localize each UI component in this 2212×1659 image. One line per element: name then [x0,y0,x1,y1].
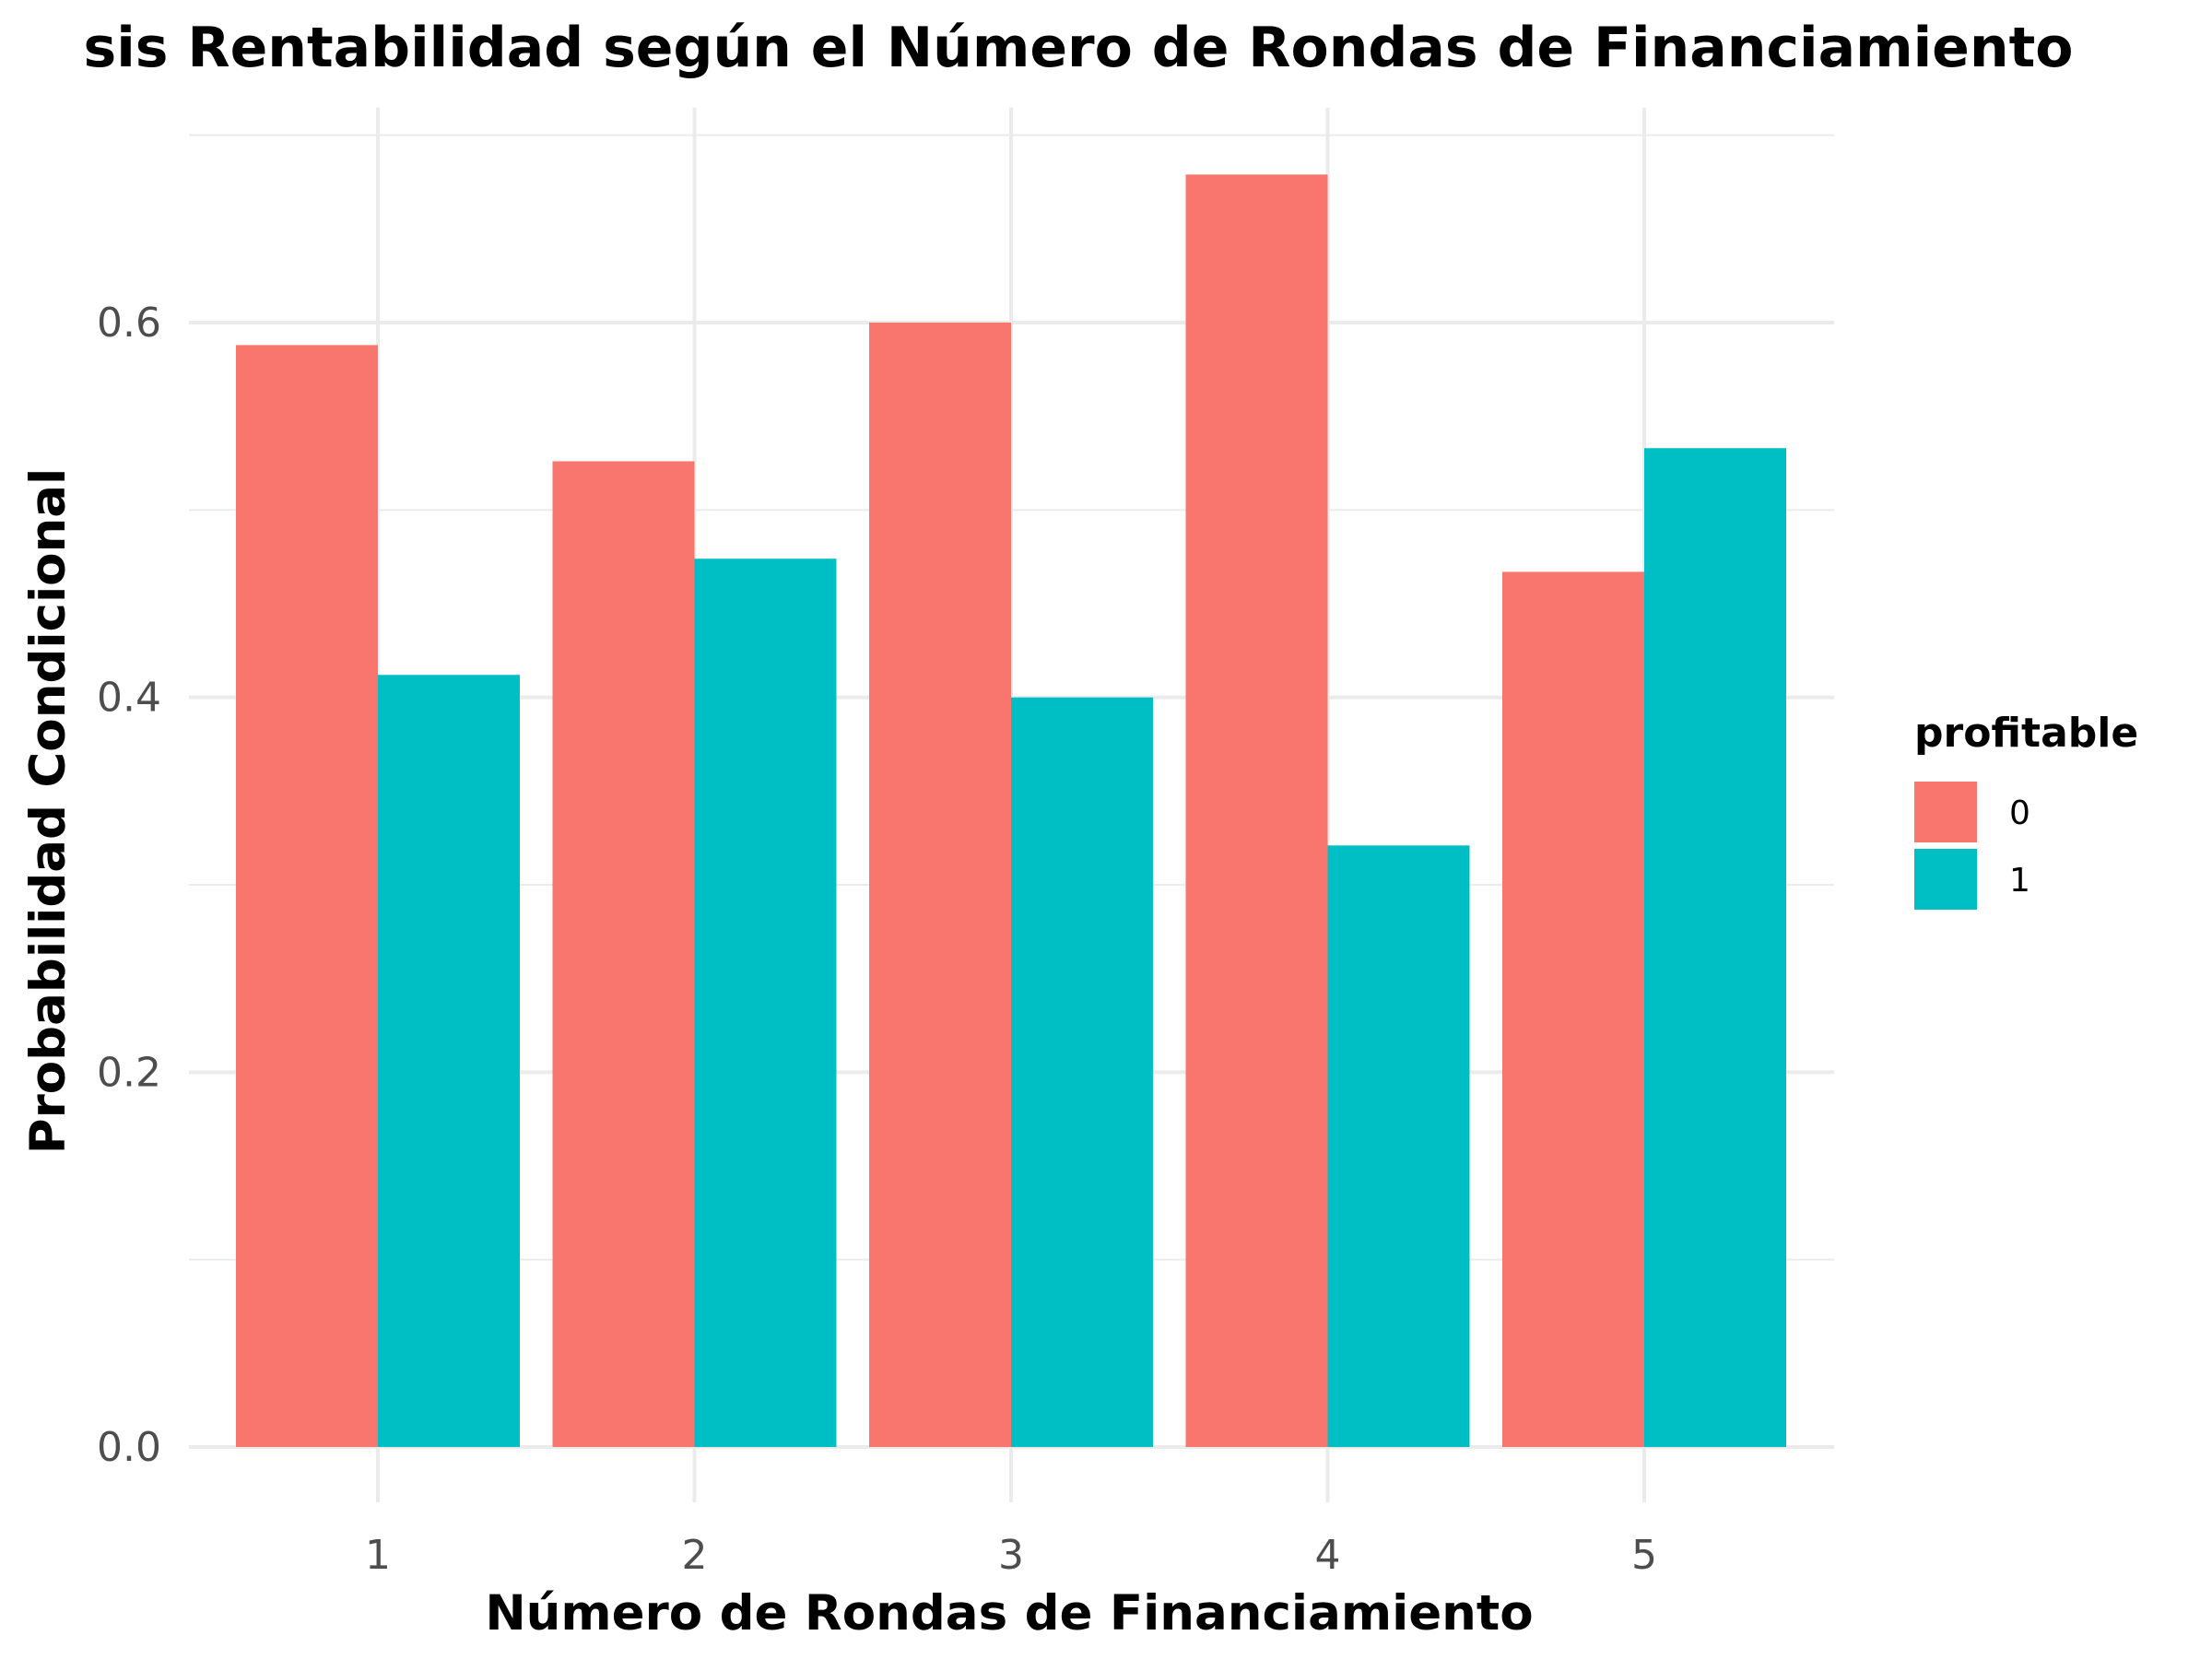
y-tick-label: 0.6 [97,300,161,347]
x-axis-title: Número de Rondas de Financiamiento [485,1585,1533,1641]
x-tick-label: 1 [365,1532,391,1579]
bar-series-1-cat-4 [1327,845,1470,1447]
x-tick-labels: 1 2 3 4 5 [365,1532,1657,1579]
bar-series-0-cat-1 [236,345,378,1447]
bar-series-0-cat-2 [552,461,695,1447]
legend: profitable 01 [1914,710,2138,910]
y-tick-label: 0.4 [97,675,161,722]
legend-items: 01 [1914,782,2030,910]
x-tick-label: 3 [998,1532,1024,1579]
legend-title: profitable [1914,710,2138,757]
x-tick-label: 5 [1631,1532,1657,1579]
legend-key-0 [1914,782,1977,842]
x-tick-label: 4 [1315,1532,1341,1579]
bar-series-0-cat-4 [1185,174,1328,1447]
legend-key-1 [1914,849,1977,910]
chart-title: sis Rentabilidad según el Número de Rond… [84,16,2074,80]
bar-series-1-cat-3 [1011,697,1153,1447]
legend-label-0: 0 [2009,794,2030,832]
bars [236,174,1786,1447]
bar-series-1-cat-1 [378,675,520,1447]
y-tick-label: 0.0 [97,1424,161,1471]
x-tick-label: 2 [682,1532,708,1579]
y-tick-label: 0.2 [97,1049,161,1096]
y-tick-labels: 0.0 0.2 0.4 0.6 [97,300,161,1471]
bar-series-1-cat-2 [694,559,837,1447]
bar-series-1-cat-5 [1644,448,1786,1447]
y-axis-title: Probabilidad Condicional [20,468,76,1154]
legend-label-1: 1 [2009,862,2030,900]
bar-series-0-cat-5 [1502,571,1644,1447]
bar-series-0-cat-3 [869,323,1011,1447]
